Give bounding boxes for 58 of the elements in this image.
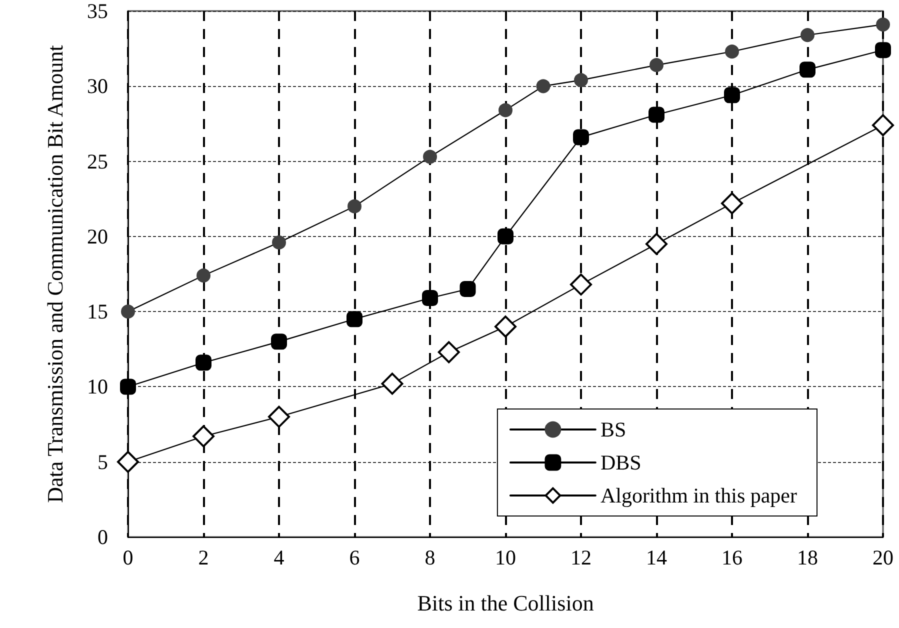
x-tick-label: 16 bbox=[722, 546, 742, 570]
point bbox=[117, 450, 139, 473]
point bbox=[570, 274, 592, 296]
y-tick-label: 20 bbox=[87, 224, 108, 248]
point bbox=[348, 199, 362, 214]
y-tick-label: 30 bbox=[87, 74, 108, 98]
y-axis-title: Data Transmission and Communication Bit Amount bbox=[42, 45, 68, 503]
point bbox=[120, 378, 136, 395]
point bbox=[800, 28, 814, 42]
x-tick-label: 6 bbox=[349, 546, 360, 570]
point bbox=[800, 62, 816, 78]
x-tick-label: 4 bbox=[274, 546, 285, 570]
point bbox=[648, 106, 664, 123]
x-tick-label: 8 bbox=[424, 546, 436, 570]
point bbox=[646, 232, 668, 255]
point bbox=[498, 228, 514, 244]
point bbox=[381, 372, 404, 395]
x-tick-label: 12 bbox=[570, 546, 592, 570]
point bbox=[875, 42, 891, 58]
point bbox=[121, 304, 135, 319]
legend-label: BS bbox=[600, 418, 626, 442]
x-axis-title: Bits in the Collision bbox=[417, 590, 594, 616]
point bbox=[460, 281, 476, 298]
point bbox=[573, 129, 589, 146]
point bbox=[574, 73, 588, 88]
x-tick-label: 14 bbox=[646, 546, 668, 570]
y-tick-label: 25 bbox=[87, 149, 108, 174]
x-tick-label: 18 bbox=[797, 546, 818, 570]
point bbox=[422, 290, 438, 306]
legend-label: DBS bbox=[600, 450, 642, 474]
x-tick-label: 0 bbox=[122, 546, 134, 570]
point bbox=[272, 235, 286, 250]
x-tick-label: 10 bbox=[495, 546, 516, 570]
point bbox=[872, 114, 894, 136]
point bbox=[725, 44, 739, 59]
point bbox=[196, 354, 212, 371]
y-tick-label: 35 bbox=[87, 0, 108, 23]
point bbox=[438, 341, 460, 364]
point bbox=[498, 103, 512, 118]
y-tick-label: 5 bbox=[98, 450, 108, 474]
y-tick-label: 0 bbox=[98, 525, 108, 549]
point bbox=[494, 316, 516, 338]
point bbox=[271, 334, 287, 350]
point bbox=[724, 87, 740, 104]
point bbox=[423, 150, 437, 164]
y-tick-label: 15 bbox=[87, 300, 108, 324]
point bbox=[721, 192, 743, 214]
point bbox=[536, 79, 550, 94]
point bbox=[346, 311, 362, 328]
point bbox=[196, 268, 210, 282]
point bbox=[268, 406, 290, 428]
point bbox=[192, 425, 214, 448]
legend-label: Algorithm in this paper bbox=[600, 484, 798, 508]
x-tick-label: 2 bbox=[198, 546, 209, 570]
y-tick-label: 10 bbox=[87, 374, 108, 399]
point bbox=[650, 58, 664, 72]
point bbox=[876, 18, 890, 32]
x-tick-label: 20 bbox=[872, 546, 894, 570]
